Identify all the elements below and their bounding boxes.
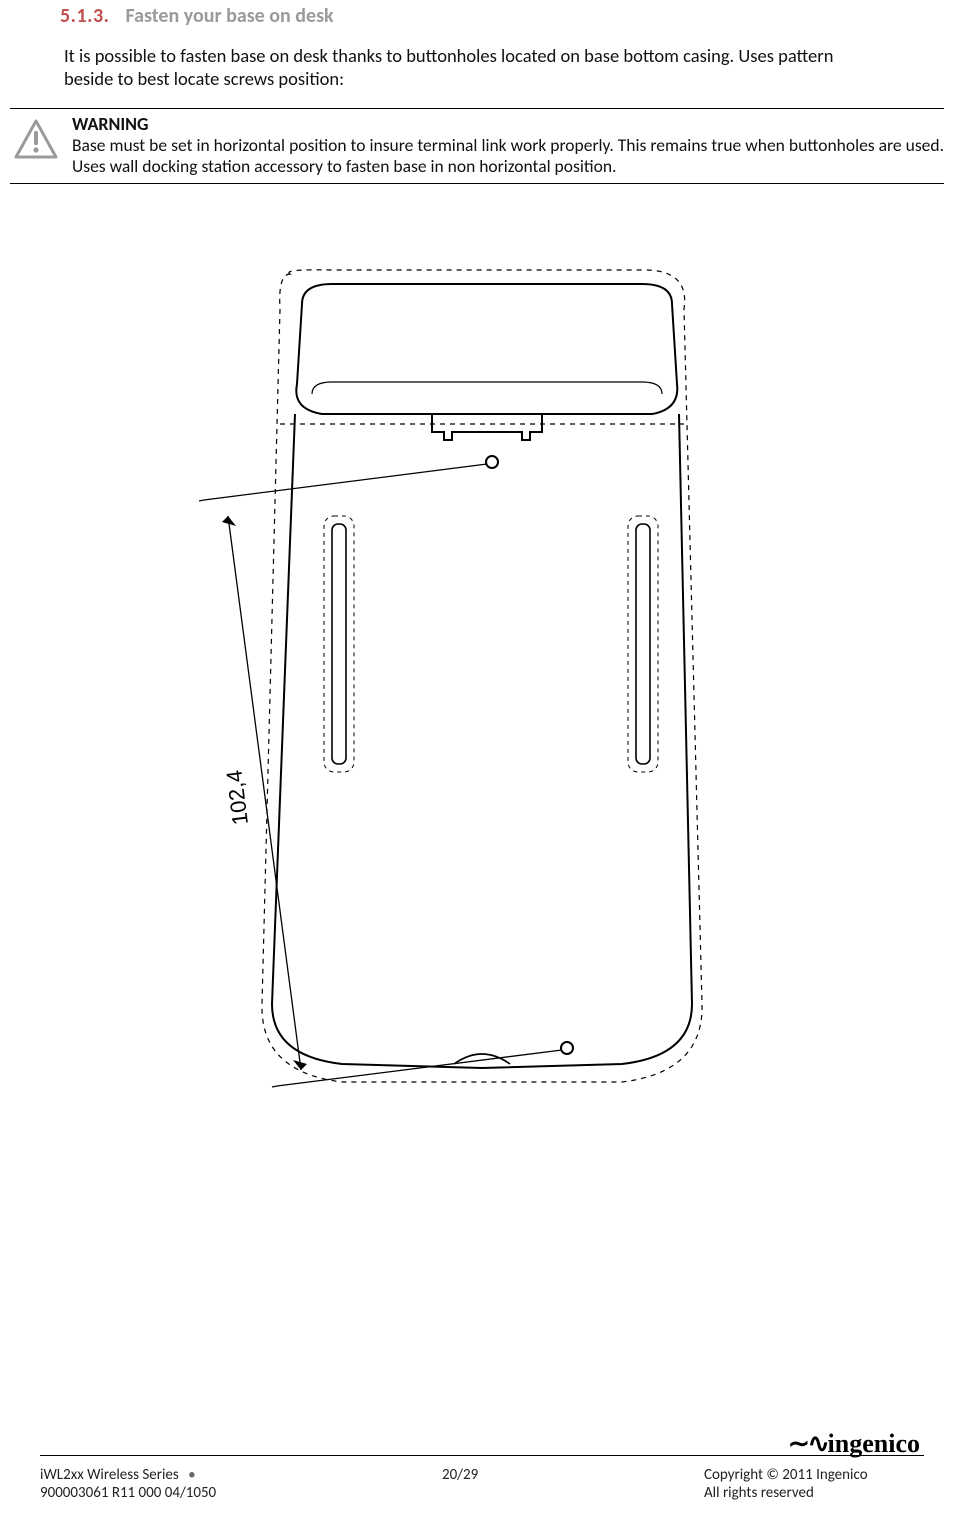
section-title: Fasten your base on desk [125,4,333,28]
warning-body: Base must be set in horizontal position … [72,135,944,177]
document-page: 5.1.3. Fasten your base on desk It is po… [0,0,964,1522]
warning-block: WARNING Base must be set in horizontal p… [10,108,944,184]
footer-bullet: • [188,1466,195,1484]
footer-product: iWL2xx Wireless Series [40,1466,179,1484]
warning-icon [10,113,62,177]
base-diagram: 102,4 [182,264,782,1224]
warning-title: WARNING [72,113,944,135]
section-heading: 5.1.3. Fasten your base on desk [40,0,924,28]
page-footer: ∼∿ingenico iWL2xx Wireless Series • 9000… [40,1457,924,1502]
footer-copyright: Copyright © 2011 Ingenico [704,1466,924,1484]
footer-right: Copyright © 2011 Ingenico All rights res… [704,1466,924,1502]
section-number: 5.1.3. [60,4,109,28]
brand-logo: ∼∿ingenico [788,1429,920,1459]
footer-page-number: 20/29 [400,1466,520,1502]
footer-left: iWL2xx Wireless Series • 900003061 R11 0… [40,1466,216,1502]
footer-docnum: 900003061 R11 000 04/1050 [40,1484,216,1502]
footer-rights: All rights reserved [704,1484,924,1502]
intro-paragraph: It is possible to fasten base on desk th… [64,44,884,90]
dimension-label: 102,4 [221,769,253,827]
